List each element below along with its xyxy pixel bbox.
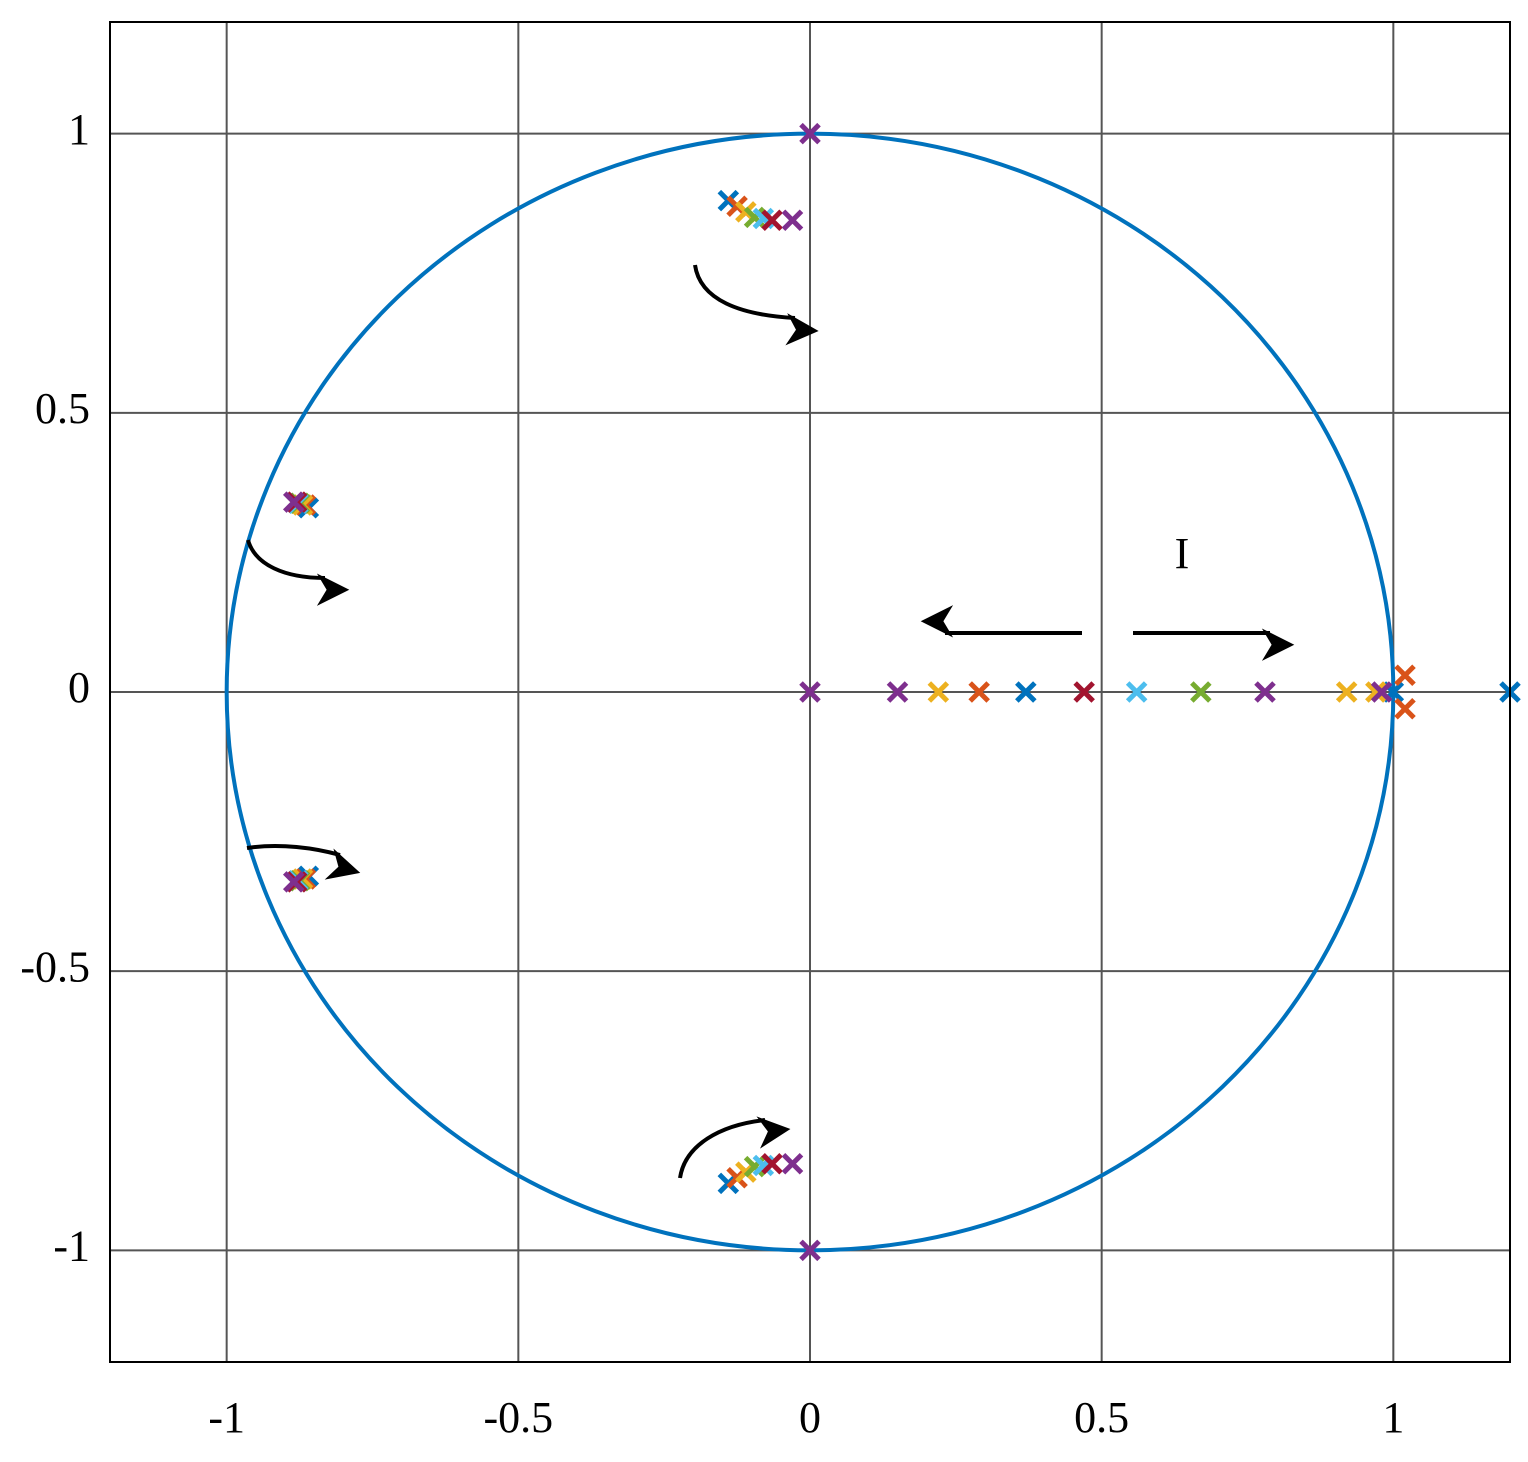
pole-marker [799,1239,821,1262]
y-tick-label: -0.5 [20,942,90,991]
y-tick-label: 0.5 [35,384,90,433]
pole-marker [781,209,804,231]
arrow [678,1116,791,1179]
pole-marker [886,681,909,703]
pole-marker [282,871,305,893]
pole-marker [761,209,783,231]
pole-marker [1015,681,1037,703]
pole-marker [968,681,990,703]
pole-marker [927,681,950,703]
arrow [246,539,350,606]
x-tick-label: 0 [799,1393,821,1442]
pole-marker [761,1153,783,1175]
pole-marker [1370,681,1393,703]
pole-marker [282,491,305,513]
pole-marker [1125,681,1148,703]
pole-marker [1335,681,1358,703]
pole-marker [799,122,821,145]
pole-marker [799,681,821,703]
pole-marker [1394,697,1416,720]
x-tick-label: 1 [1382,1393,1404,1442]
pole-marker [781,1153,804,1175]
pole-marker [1365,681,1387,703]
plot-frame [109,21,1511,1363]
y-tick-label: 1 [68,105,90,154]
x-tick-label: -0.5 [484,1393,554,1442]
arrow [246,843,361,880]
arrow [693,264,819,346]
pole-marker [1394,664,1416,687]
pole-marker [1073,681,1095,703]
y-tick-label: 0 [68,663,90,712]
x-tick-label: -1 [208,1393,245,1442]
arrows [246,264,1295,1179]
y-tick-label: -1 [53,1221,90,1270]
x-tick-label: 0.5 [1074,1393,1129,1442]
pole-marker [1254,681,1276,703]
annotation: I [1175,529,1190,578]
pole-marker [1190,681,1212,703]
markers [282,122,1521,1262]
